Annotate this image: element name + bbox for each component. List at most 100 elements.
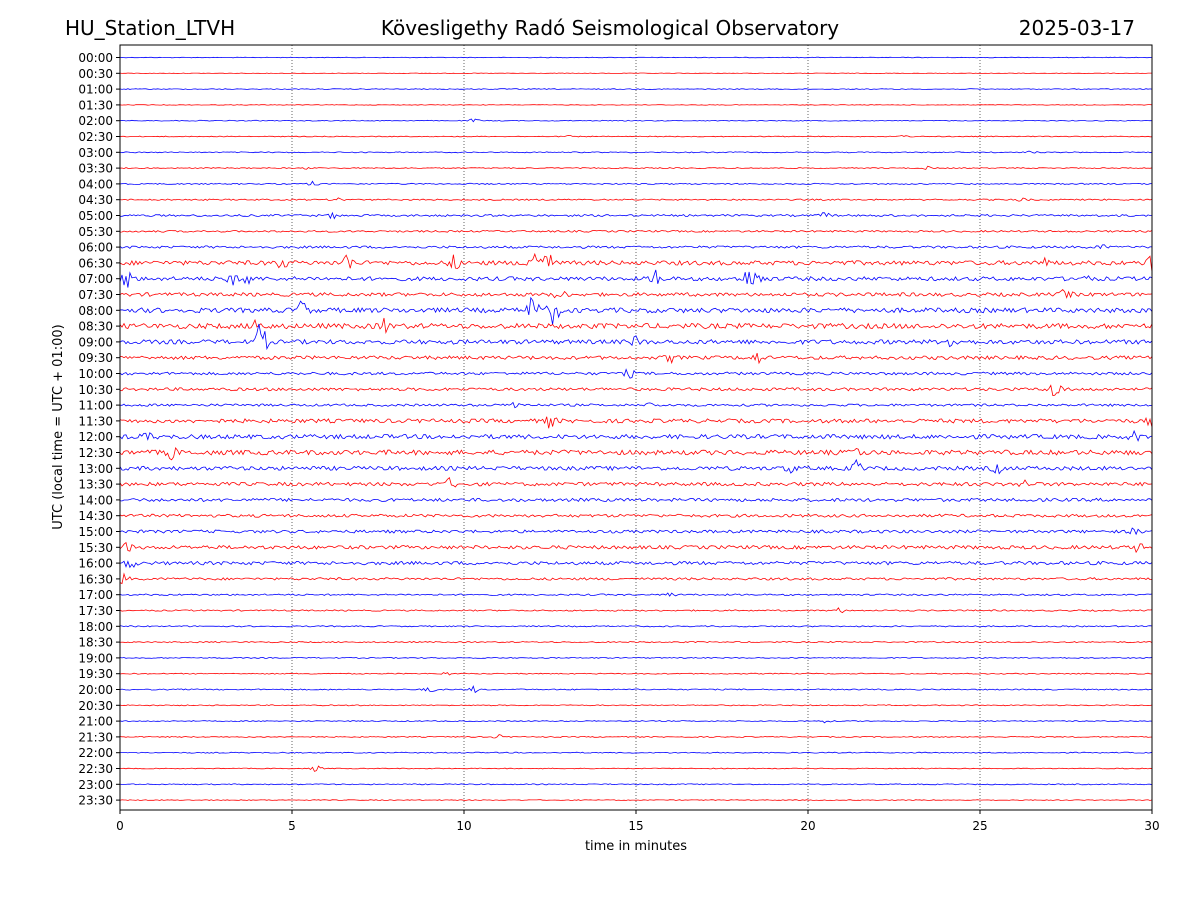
- trace-0530: [119, 229, 1153, 233]
- y-tick-label: 01:30: [78, 98, 113, 112]
- trace-1630: [119, 572, 1152, 585]
- y-tick-label: 22:30: [78, 762, 113, 776]
- trace-2130: [119, 734, 1153, 739]
- trace-0030: [119, 72, 1152, 75]
- trace-1230: [119, 446, 1153, 461]
- y-tick-label: 15:30: [78, 541, 113, 555]
- y-axis-label: UTC (local time = UTC + 01:00): [51, 324, 66, 529]
- trace-1100: [119, 401, 1153, 409]
- y-tick-label: 11:00: [78, 399, 113, 413]
- y-tick-label: 19:00: [78, 651, 113, 665]
- trace-1030: [119, 384, 1153, 396]
- y-tick-label: 16:00: [78, 557, 113, 571]
- y-tick-label: 17:00: [78, 588, 113, 602]
- y-tick-label: 11:30: [78, 414, 113, 428]
- trace-1400: [119, 497, 1153, 503]
- y-tick-label: 12:30: [78, 446, 113, 460]
- trace-1800: [119, 625, 1153, 628]
- x-tick-label: 10: [456, 819, 471, 833]
- trace-1500: [119, 527, 1153, 536]
- y-tick-label: 16:30: [78, 572, 113, 586]
- trace-2300: [119, 783, 1153, 786]
- y-tick-label: 19:30: [78, 667, 113, 681]
- y-tick-label: 21:30: [78, 730, 113, 744]
- trace-1830: [119, 641, 1153, 644]
- y-tick-label: 02:30: [78, 130, 113, 144]
- y-tick-label: 21:00: [78, 715, 113, 729]
- x-tick-label: 25: [972, 819, 987, 833]
- y-tick-label: 03:00: [78, 146, 113, 160]
- trace-2330: [119, 799, 1153, 801]
- y-tick-label: 22:00: [78, 746, 113, 760]
- trace-1930: [119, 672, 1152, 676]
- trace-0300: [119, 150, 1153, 154]
- y-tick-label: 02:00: [78, 114, 113, 128]
- trace-0730: [119, 289, 1153, 299]
- trace-1700: [119, 592, 1153, 597]
- y-tick-label: 04:00: [78, 177, 113, 191]
- date-title: 2025-03-17: [1019, 16, 1135, 40]
- vertical-grid: [291, 45, 981, 810]
- y-tick-label: 18:00: [78, 620, 113, 634]
- trace-0830: [119, 317, 1153, 335]
- trace-0600: [119, 244, 1153, 250]
- trace-0200: [119, 118, 1152, 123]
- x-axis-ticks: 0 5 10 15 20 25 30: [116, 810, 1160, 833]
- trace-0500: [120, 211, 1153, 220]
- trace-2000: [119, 685, 1153, 694]
- trace-1330: [119, 476, 1153, 488]
- trace-1730: [119, 607, 1153, 614]
- y-tick-label: 10:30: [78, 383, 113, 397]
- x-tick-label: 5: [288, 819, 296, 833]
- trace-0700: [119, 269, 1153, 288]
- x-axis-label: time in minutes: [585, 839, 687, 854]
- y-tick-label: 08:30: [78, 320, 113, 334]
- trace-0400: [119, 180, 1153, 186]
- trace-1130: [119, 416, 1153, 429]
- y-tick-label: 09:30: [78, 351, 113, 365]
- y-tick-label: 12:00: [78, 430, 113, 444]
- trace-0800: [119, 296, 1153, 325]
- y-tick-label: 23:30: [78, 794, 113, 808]
- trace-0630: [119, 252, 1153, 273]
- y-tick-label: 00:00: [78, 51, 113, 65]
- y-tick-label: 14:30: [78, 509, 113, 523]
- y-tick-label: 18:30: [78, 636, 113, 650]
- y-tick-label: 17:30: [78, 604, 113, 618]
- trace-1430: [119, 513, 1153, 518]
- trace-1530: [119, 541, 1153, 554]
- trace-0000: [119, 56, 1153, 59]
- trace-1000: [119, 368, 1153, 379]
- y-tick-label: 05:30: [78, 225, 113, 239]
- y-tick-label: 05:00: [78, 209, 113, 223]
- y-tick-label: 04:30: [78, 193, 113, 207]
- y-tick-label: 06:30: [78, 256, 113, 270]
- trace-1600: [119, 560, 1153, 569]
- y-tick-label: 01:00: [78, 83, 113, 97]
- trace-2230: [119, 765, 1153, 772]
- y-tick-label: 23:00: [78, 778, 113, 792]
- y-tick-label: 09:00: [78, 335, 113, 349]
- y-tick-label: 06:00: [78, 241, 113, 255]
- y-tick-label: 13:00: [78, 462, 113, 476]
- trace-2030: [119, 704, 1153, 707]
- x-tick-label: 30: [1144, 819, 1159, 833]
- y-tick-label: 07:30: [78, 288, 113, 302]
- seismic-traces: [119, 56, 1153, 801]
- y-tick-label: 20:00: [78, 683, 113, 697]
- x-tick-label: 15: [628, 819, 643, 833]
- observatory-title: Kövesligethy Radó Seismological Observat…: [381, 16, 839, 40]
- trace-0930: [119, 352, 1153, 365]
- trace-1200: [119, 429, 1153, 442]
- trace-1300: [119, 458, 1153, 475]
- y-tick-label: 07:00: [78, 272, 113, 286]
- trace-0330: [119, 165, 1153, 170]
- trace-2100: [119, 720, 1153, 724]
- trace-2200: [119, 751, 1153, 754]
- y-tick-label: 00:30: [78, 67, 113, 81]
- trace-0100: [119, 88, 1153, 90]
- x-tick-label: 0: [116, 819, 124, 833]
- trace-1900: [119, 656, 1153, 659]
